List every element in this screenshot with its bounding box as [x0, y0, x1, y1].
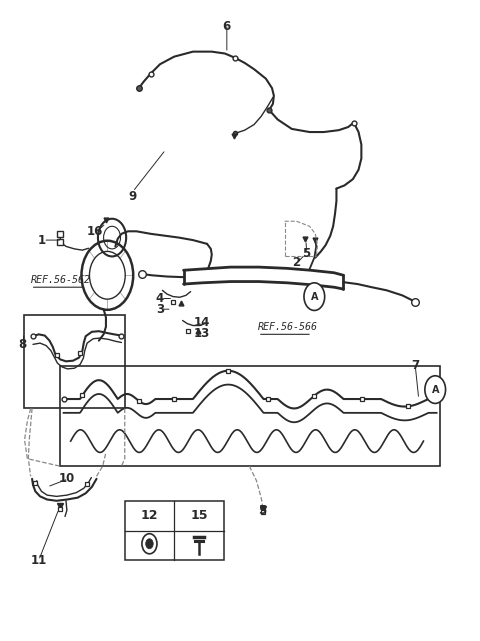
Text: 8: 8 [19, 338, 27, 351]
Text: REF.56-566: REF.56-566 [258, 322, 318, 332]
Circle shape [142, 534, 157, 554]
Circle shape [146, 538, 153, 549]
Text: 9: 9 [129, 190, 137, 203]
Text: 6: 6 [223, 20, 231, 33]
Text: REF.56-562: REF.56-562 [31, 274, 91, 285]
Text: 4: 4 [156, 292, 164, 305]
Text: 3: 3 [156, 303, 164, 316]
Text: 14: 14 [193, 316, 210, 329]
Text: 5: 5 [258, 504, 267, 517]
Circle shape [425, 376, 445, 403]
Text: 13: 13 [193, 327, 210, 340]
Bar [125, 501, 224, 560]
Text: 11: 11 [31, 554, 47, 567]
Text: 5: 5 [302, 247, 310, 260]
Text: A: A [311, 292, 318, 302]
Text: A: A [432, 385, 439, 395]
Bar [24, 315, 125, 408]
Text: 16: 16 [87, 226, 103, 238]
Text: 10: 10 [59, 472, 75, 485]
Text: 12: 12 [141, 508, 158, 522]
Text: 2: 2 [292, 256, 300, 269]
Bar [60, 366, 440, 466]
Text: 1: 1 [37, 233, 46, 247]
Text: 7: 7 [411, 359, 419, 372]
Text: 15: 15 [190, 508, 207, 522]
Circle shape [304, 283, 324, 310]
